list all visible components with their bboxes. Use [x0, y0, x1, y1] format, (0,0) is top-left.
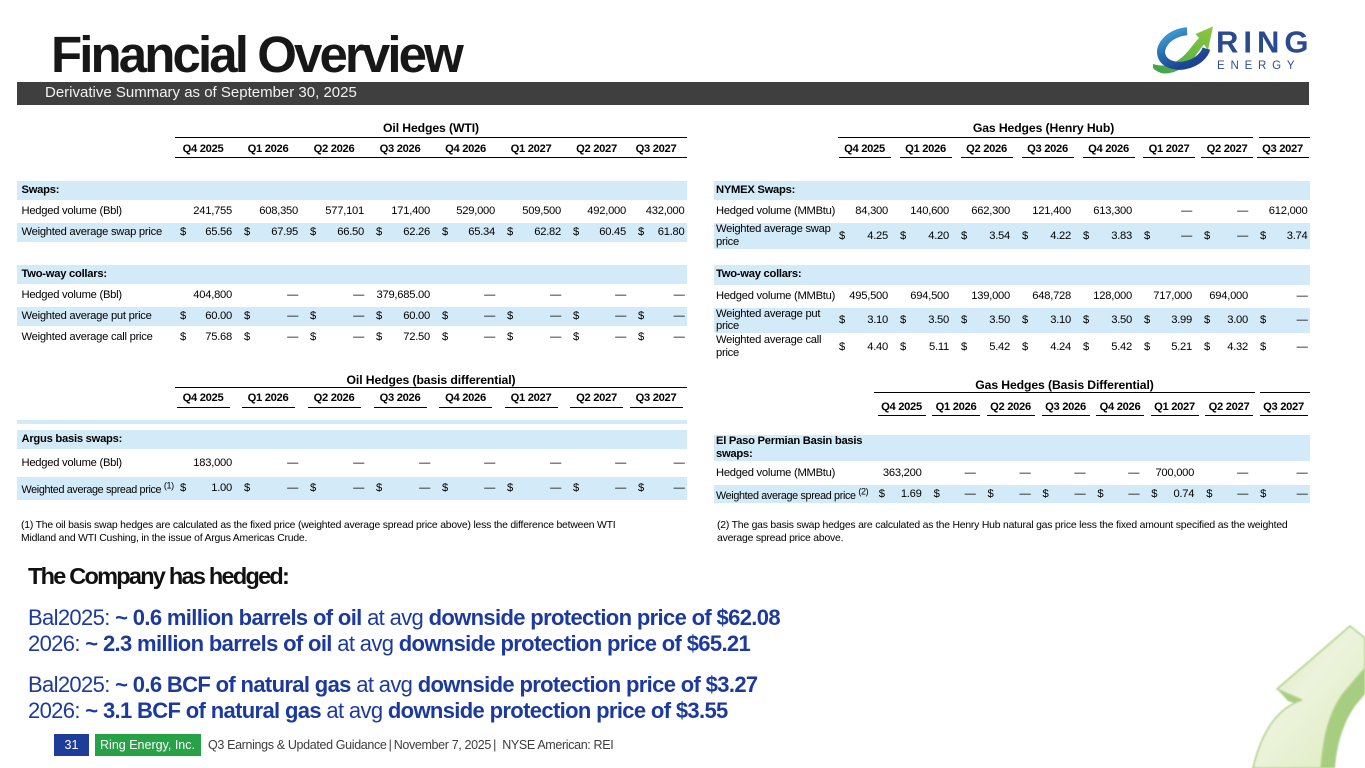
- svg-text:ENERGY: ENERGY: [1217, 60, 1300, 72]
- svg-text:RING: RING: [1216, 25, 1314, 60]
